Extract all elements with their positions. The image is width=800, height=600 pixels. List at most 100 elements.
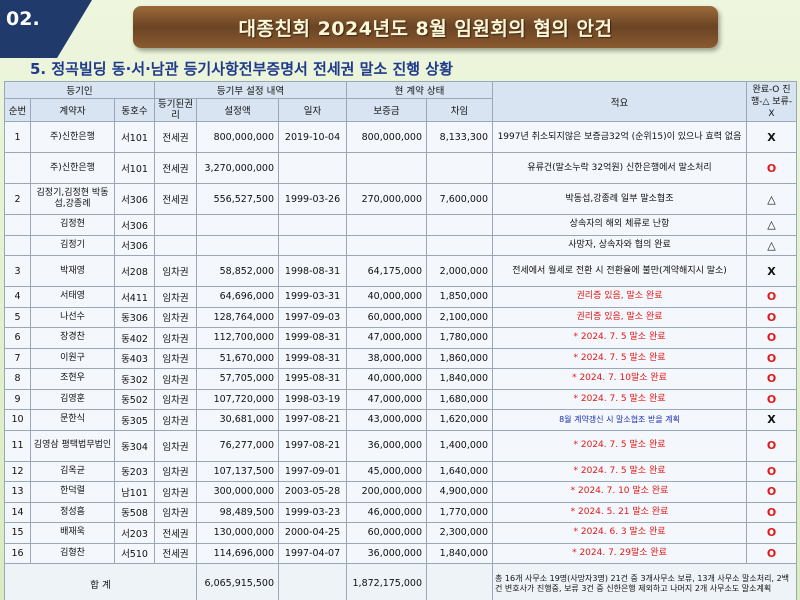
cell-deposit: 40,000,000: [346, 286, 428, 308]
header-seq: 순번: [4, 98, 31, 122]
cell-right: 임차권: [154, 460, 198, 482]
cell-holder: 김영훈: [30, 388, 115, 410]
cell-right: 임차권: [154, 306, 198, 328]
table-row: 15 배재욱 서203 전세권 130,000,000 2000-04-25 60,000,…: [4, 522, 798, 544]
cell-holder: 주)신한은행: [30, 121, 115, 153]
header-group-registry: 등기부 설정 내역: [154, 81, 348, 99]
cell-holder: 문한식: [30, 409, 115, 431]
total-amount: 6,065,915,500: [196, 563, 280, 600]
cell-status: X: [746, 121, 798, 153]
cell-date: 1997-09-01: [278, 460, 348, 482]
cell-right: 임차권: [154, 501, 198, 523]
header-group-contract: 현 계약 상태: [346, 81, 494, 99]
cell-rent: 1,850,000: [426, 286, 494, 308]
cell-amount: 98,489,500: [196, 501, 280, 523]
total-label: 합 계: [3, 563, 198, 600]
cell-note: 8월 계약갱신 시 말소협조 받을 계획: [492, 409, 748, 431]
cell-rent: 1,680,000: [426, 388, 494, 410]
cell-note: * 2024. 7. 5 말소 완료: [492, 460, 748, 482]
cell-date: 1997-09-03: [278, 306, 348, 328]
cell-rent: 7,600,000: [426, 183, 494, 215]
table-row: 주)신한은행 서101 전세권 3,270,000,000 유류건(말소누락 32억원)…: [4, 152, 798, 184]
cell-rent: 1,780,000: [426, 327, 494, 349]
cell-unit: 서306: [113, 214, 156, 236]
page-title: 대종친회 2024년도 8월 임원회의 협의 안건: [238, 17, 613, 40]
cell-holder: 조현우: [30, 368, 115, 390]
table-row: 김정기 서306 사망자, 상속자와 협의 완료 △: [4, 234, 798, 256]
cell-rent: 2,100,000: [426, 306, 494, 328]
cell-rent: 1,860,000: [426, 347, 494, 369]
cell-unit: 서208: [113, 255, 156, 287]
cell-amount: [196, 234, 280, 256]
cell-seq: 3: [4, 255, 31, 287]
header-deposit: 보증금: [346, 98, 428, 122]
cell-amount: 30,681,000: [196, 409, 280, 431]
section-subtitle: 5. 정곡빌딩 동·서·남관 등기사항전부증명서 전세권 말소 진행 상황: [30, 60, 453, 78]
cell-status: O: [746, 522, 798, 544]
cell-unit: 서306: [113, 183, 156, 215]
table-row: 10 문한식 동305 임차권 30,681,000 1997-08-21 43,000,0…: [4, 409, 798, 431]
cell-date: 1999-08-31: [278, 327, 348, 349]
cell-note: * 2024. 5. 21 말소 완료: [492, 501, 748, 523]
cell-right: 임차권: [154, 388, 198, 410]
cell-note: 유류건(말소누락 32억원) 신한은행에서 말소처리: [492, 152, 748, 184]
cell-rent: 1,840,000: [426, 542, 494, 564]
cell-date: 1999-03-31: [278, 286, 348, 308]
cell-holder: 한덕렬: [30, 481, 115, 503]
cell-amount: 112,700,000: [196, 327, 280, 349]
cell-rent: 1,640,000: [426, 460, 494, 482]
cell-note: 권리증 있음, 말소 완료: [492, 286, 748, 308]
table-row: 13 한덕렬 남101 임차권 300,000,000 2003-05-28 200,000…: [4, 481, 798, 503]
cell-amount: 57,705,000: [196, 368, 280, 390]
cell-seq: 11: [4, 429, 31, 462]
cell-status: X: [746, 255, 798, 287]
header-unit: 동호수: [113, 98, 156, 122]
cell-right: 임차권: [154, 286, 198, 308]
cell-deposit: 40,000,000: [346, 368, 428, 390]
table-row: 7 이원구 동403 임차권 51,670,000 1999-08-31 38,000,00…: [4, 347, 798, 369]
cell-unit: 동304: [113, 429, 156, 462]
cell-holder: 이원구: [30, 347, 115, 369]
cell-unit: 서101: [113, 152, 156, 184]
cell-note: * 2024. 7. 5 말소 완료: [492, 388, 748, 410]
cell-date: 1997-08-21: [278, 429, 348, 462]
table-row: 3 박재영 서208 임차권 58,852,000 1998-08-31 64,175,00…: [4, 255, 798, 287]
total-deposit: 1,872,175,000: [346, 563, 428, 600]
cell-deposit: 47,000,000: [346, 388, 428, 410]
cell-right: [154, 234, 198, 256]
cell-status: O: [746, 368, 798, 390]
cell-seq: 7: [4, 347, 31, 369]
cell-right: 임차권: [154, 327, 198, 349]
table-row: 5 나선수 동306 임차권 128,764,000 1997-09-03 60,000,0…: [4, 306, 798, 328]
cell-note: 박동섭,강종례 일부 말소협조: [492, 183, 748, 215]
cell-right: 전세권: [154, 121, 198, 153]
cell-amount: 107,137,500: [196, 460, 280, 482]
cell-unit: 서510: [113, 542, 156, 564]
header-amount: 설정액: [196, 98, 280, 122]
cell-deposit: [346, 152, 428, 184]
cell-status: O: [746, 460, 798, 482]
cell-rent: 2,000,000: [426, 255, 494, 287]
cell-unit: 동402: [113, 327, 156, 349]
cell-unit: 서203: [113, 522, 156, 544]
cell-seq: 13: [4, 481, 31, 503]
header-row-columns: 순번 계약자 동호수 등기된권리 설정액 일자 보증금 차임: [4, 98, 797, 122]
cell-holder: 김정현: [30, 214, 115, 236]
cell-status: X: [746, 409, 798, 431]
cell-amount: 300,000,000: [196, 481, 280, 503]
cell-right: 전세권: [154, 522, 198, 544]
cell-deposit: 36,000,000: [346, 542, 428, 564]
header-note: 적요: [492, 81, 748, 122]
cell-right: 전세권: [154, 152, 198, 184]
cell-holder: 정성흠: [30, 501, 115, 523]
header-right: 등기된권리: [154, 98, 198, 122]
cell-holder: 김형찬: [30, 542, 115, 564]
cell-status: O: [746, 429, 798, 462]
table-row: 김정현 서306 상속자의 해외 체류로 난항 △: [4, 214, 798, 236]
cell-seq: 5: [4, 306, 31, 328]
header-status: 완료-O 진행-△ 보류-X: [746, 81, 798, 122]
table-row: 11 김영삼 평택법무법인 동304 임차권 76,277,000 1997-08-21 3…: [4, 429, 798, 462]
header-rent: 차임: [426, 98, 494, 122]
cell-unit: 남101: [113, 481, 156, 503]
cell-date: 1999-08-31: [278, 347, 348, 369]
